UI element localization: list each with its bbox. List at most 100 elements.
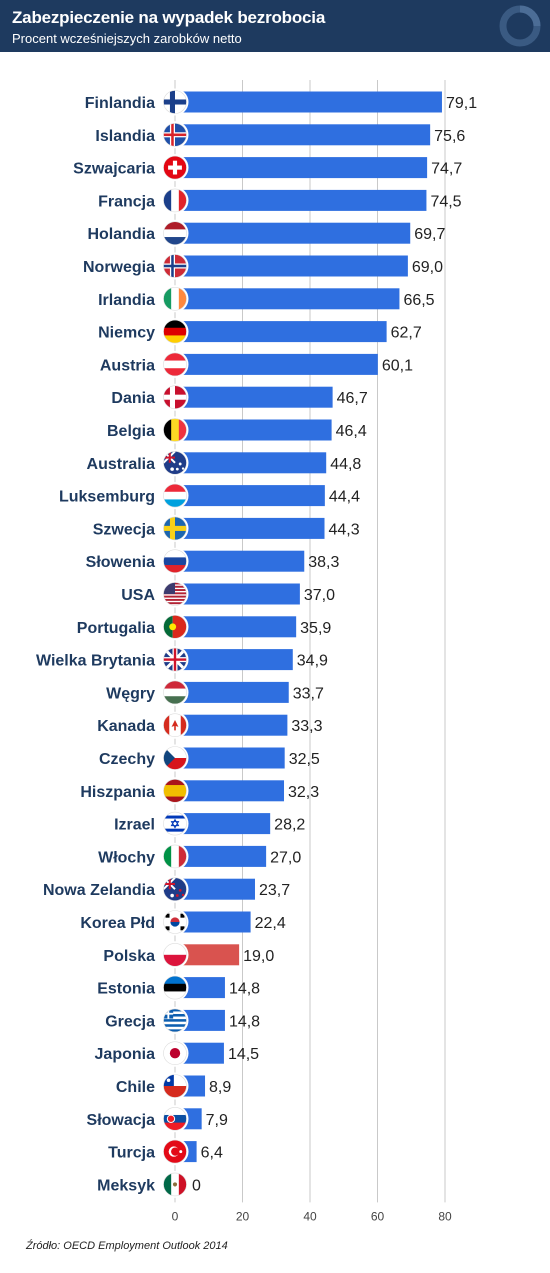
bar [175, 517, 325, 539]
category-label: Słowenia [86, 554, 155, 571]
us-flag-icon [163, 582, 187, 605]
x-tick-label: 0 [172, 1209, 179, 1223]
bar [175, 649, 293, 671]
source-note: Źródło: OECD Employment Outlook 2014 [26, 1240, 228, 1252]
category-label: USA [121, 587, 155, 604]
bar [175, 124, 431, 146]
category-label: Portugalia [77, 620, 155, 637]
category-label: Słowacja [87, 1112, 156, 1129]
ca-flag-icon [163, 713, 187, 737]
category-label: Szwajcaria [73, 161, 155, 178]
x-tick-label: 80 [438, 1209, 452, 1223]
brand-logo-icon [499, 5, 541, 47]
category-label: Irlandia [98, 292, 155, 309]
bar [175, 845, 267, 867]
bar [175, 714, 288, 736]
bar [175, 485, 325, 507]
bar [175, 288, 400, 310]
x-tick-label: 20 [236, 1209, 250, 1223]
value-label: 14,5 [228, 1046, 259, 1063]
bar [175, 386, 333, 408]
value-label: 0 [192, 1177, 201, 1194]
category-label: Holandia [87, 226, 155, 243]
category-label: Finlandia [85, 95, 155, 112]
is-flag-icon [163, 123, 187, 147]
value-label: 19,0 [243, 948, 274, 965]
bar [175, 944, 240, 966]
category-label: Dania [111, 390, 155, 407]
bar [175, 681, 289, 703]
category-label: Austria [100, 357, 155, 374]
value-label: 46,4 [336, 423, 367, 440]
ie-flag-icon [163, 287, 187, 311]
value-label: 22,4 [255, 915, 286, 932]
cz-flag-icon [163, 746, 187, 770]
bar [175, 321, 387, 343]
fi-flag-icon [163, 90, 187, 114]
bar [175, 616, 297, 638]
value-label: 60,1 [382, 357, 413, 374]
gb-flag-icon [163, 648, 187, 672]
category-label: Norwegia [83, 259, 155, 276]
bar [175, 911, 251, 933]
value-label: 74,5 [430, 193, 461, 210]
ee-flag-icon [163, 976, 187, 1000]
bar [175, 157, 428, 179]
chart-subtitle: Procent wcześniejszych zarobków netto [12, 31, 242, 46]
hu-flag-icon [163, 680, 187, 704]
jp-flag-icon [163, 1041, 187, 1065]
x-tick-label: 60 [371, 1209, 385, 1223]
dk-flag-icon [163, 385, 187, 409]
value-label: 69,0 [412, 259, 443, 276]
value-label: 32,3 [288, 784, 319, 801]
value-label: 27,0 [270, 849, 301, 866]
value-label: 33,7 [293, 685, 324, 702]
bar [175, 91, 442, 113]
si-flag-icon [163, 549, 187, 573]
cl-flag-icon [163, 1074, 187, 1098]
nz-flag-icon [163, 877, 187, 901]
bar [175, 977, 225, 999]
category-label: Grecja [105, 1013, 155, 1030]
bar-chart: 0 20 40 60 80 Finlandia 79,1 Islandia 75,6 Szwajc… [36, 80, 477, 1223]
de-flag-icon [163, 320, 187, 344]
gr-flag-icon [163, 1008, 187, 1032]
category-label: Szwecja [93, 521, 155, 538]
at-flag-icon [163, 352, 187, 376]
value-label: 35,9 [300, 620, 331, 637]
value-label: 33,3 [291, 718, 322, 735]
value-label: 74,7 [431, 161, 462, 178]
bar [175, 1009, 225, 1031]
it-flag-icon [163, 844, 187, 868]
value-label: 44,3 [329, 521, 360, 538]
x-tick-label: 40 [303, 1209, 317, 1223]
category-label: Izrael [114, 817, 155, 834]
value-label: 28,2 [274, 817, 305, 834]
bar [175, 353, 378, 375]
il-flag-icon [163, 812, 187, 836]
value-label: 79,1 [446, 95, 477, 112]
value-label: 8,9 [209, 1079, 231, 1096]
value-label: 66,5 [403, 292, 434, 309]
bar [175, 878, 255, 900]
bar [175, 780, 285, 802]
bar [175, 255, 408, 277]
bar [175, 550, 305, 572]
be-flag-icon [163, 418, 187, 442]
category-label: Wielka Brytania [36, 653, 155, 670]
ch-flag-icon [163, 156, 187, 180]
category-label: Estonia [97, 981, 155, 998]
bar [175, 222, 411, 244]
nl-flag-icon [163, 221, 187, 245]
value-label: 69,7 [414, 226, 445, 243]
category-label: Węgry [106, 685, 155, 702]
bar [175, 813, 271, 835]
chart-header: Zabezpieczenie na wypadek bezrobocia Pro… [0, 0, 550, 52]
bar [175, 747, 285, 769]
au-flag-icon [163, 451, 187, 475]
chart-title: Zabezpieczenie na wypadek bezrobocia [12, 8, 326, 27]
value-label: 6,4 [201, 1145, 223, 1162]
category-label: Korea Płd [80, 915, 155, 932]
value-label: 44,4 [329, 489, 360, 506]
category-label: Meksyk [97, 1177, 155, 1194]
